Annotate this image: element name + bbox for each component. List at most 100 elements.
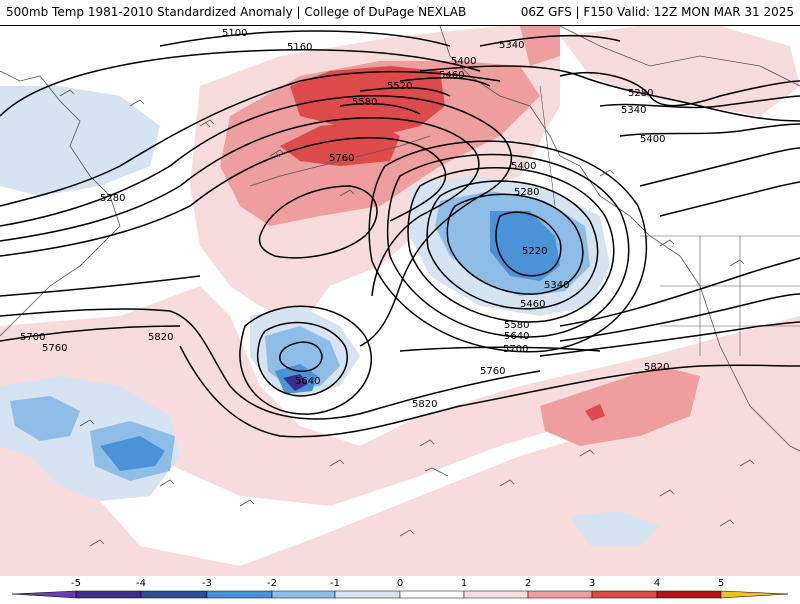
very-strong-negative-anomaly [283, 374, 308, 391]
contour-label: 5580 [352, 97, 377, 108]
anomaly-shading [0, 26, 800, 576]
contour-label: 5820 [644, 362, 669, 373]
model-valid-time: 06Z GFS | F150 Valid: 12Z MON MAR 31 202… [520, 5, 794, 19]
wind-barb [199, 119, 215, 128]
legend-color-neg4 [140, 590, 208, 599]
legend-color-neg2 [271, 590, 336, 599]
contour-label: 5280 [628, 88, 653, 99]
contour-label: 5280 [100, 193, 125, 204]
strong-negative-anomaly [100, 436, 165, 471]
contour-low-east-5460 [386, 153, 630, 338]
wind-barb [659, 239, 675, 247]
contour-5340-north [479, 34, 621, 47]
wind-barb [499, 479, 515, 487]
legend-tick-label: 0 [397, 578, 403, 589]
wind-barb [89, 539, 105, 547]
alaska-border [539, 85, 556, 207]
contour-label: 5820 [148, 332, 173, 343]
anomaly-legend: -5 -4 -3 -2 -1 0 1 2 3 4 5 [0, 576, 800, 600]
wind-barb [239, 499, 255, 507]
contour-low-west-1 [279, 341, 323, 372]
wind-barb [739, 459, 755, 467]
wind-barb [79, 419, 95, 427]
contour-5700 [0, 275, 201, 297]
contour-label: 5760 [480, 366, 505, 377]
hawaii-islands [424, 467, 449, 477]
wind-barb [159, 479, 175, 487]
contour-5760-east [399, 346, 601, 352]
contour-label: 5760 [329, 153, 354, 164]
wind-barb [59, 89, 75, 97]
negative-anomaly-area [10, 396, 80, 441]
positive-anomaly-area [540, 366, 700, 446]
contour-5100 [159, 30, 451, 47]
contour-label: 5160 [287, 42, 312, 53]
contour-low-west-2 [256, 321, 348, 397]
contour-label: 5340 [544, 280, 569, 291]
wind-barb [399, 529, 415, 537]
legend-color-pos4 [591, 590, 658, 599]
weather-map: 5100 5160 5340 5400 5460 5520 5580 5280 … [0, 26, 800, 576]
legend-tick-label: -2 [267, 578, 277, 589]
contour-ridge-2 [0, 117, 480, 297]
contour-5280-east [559, 72, 800, 107]
contour-label: 5460 [520, 299, 545, 310]
wind-barb [329, 459, 345, 467]
legend-color-pos1 [399, 590, 465, 599]
contour-5760-loop [258, 185, 378, 259]
contour-5580-east [559, 257, 800, 327]
contour-label: 5700 [503, 344, 528, 355]
contour-low-east-5340 [426, 180, 599, 310]
contour-label: 5400 [451, 56, 476, 67]
contour-ridge-1 [0, 95, 513, 347]
wind-barb [719, 519, 735, 527]
legend-tick-label: 4 [654, 578, 660, 589]
wind-barb [269, 149, 285, 158]
contour-5760-west [0, 325, 181, 342]
contour-5700-east [539, 321, 800, 357]
strong-positive-anomaly [585, 404, 605, 421]
contour-label: 5820 [412, 399, 437, 410]
map-title: 500mb Temp 1981-2010 Standardized Anomal… [6, 5, 467, 19]
legend-color-pos6 [720, 590, 789, 599]
legend-tick-label: -3 [202, 578, 212, 589]
legend-color-pos2 [463, 590, 529, 599]
legend-tick-label: 3 [589, 578, 595, 589]
positive-anomaly-area [560, 26, 800, 116]
contour-low-east-5520 [368, 140, 648, 353]
legend-color-pos5 [656, 590, 722, 599]
wind-barb [339, 189, 355, 197]
legend-color-neg6 [11, 590, 77, 599]
contour-label: 5400 [511, 161, 536, 172]
contour-label: 5640 [295, 376, 320, 387]
legend-colorbar [11, 590, 789, 599]
contour-5520-east [659, 181, 800, 217]
negative-anomaly-area [0, 86, 160, 196]
contour-label: 5220 [522, 246, 547, 257]
contour-label: 5400 [640, 134, 665, 145]
wind-barb [129, 99, 145, 107]
contour-ridge-3 [0, 137, 447, 257]
strong-positive-anomaly [290, 66, 445, 136]
strong-positive-anomaly [280, 121, 400, 166]
legend-tick-label: 2 [525, 578, 531, 589]
contour-5580 [339, 102, 421, 115]
wind-barb [729, 259, 745, 267]
contour-label: 5700 [20, 332, 45, 343]
legend-color-neg3 [206, 590, 273, 599]
contour-label: 5340 [621, 105, 646, 116]
contour-label: 5580 [504, 320, 529, 331]
contour-label: 5100 [222, 28, 247, 39]
wind-barb [599, 169, 615, 177]
contour-5820-west [0, 308, 541, 420]
height-contours [0, 30, 800, 438]
contour-5340-east [599, 95, 800, 109]
contour-low-east-5400 [407, 167, 615, 323]
contour-label: 5340 [499, 40, 524, 51]
contour-5280-west [0, 70, 501, 207]
negative-anomaly-area [570, 511, 660, 546]
contour-5820-east [179, 345, 800, 438]
legend-color-neg1 [334, 590, 401, 599]
contour-5460 [399, 76, 491, 87]
contour-labels: 5100 5160 5340 5400 5460 5520 5580 5280 … [20, 28, 669, 410]
